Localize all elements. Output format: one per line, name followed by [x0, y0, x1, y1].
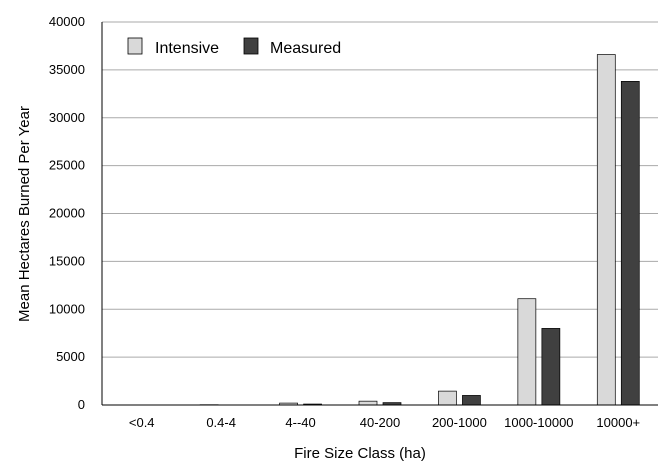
y-tick-label: 40000	[49, 14, 85, 29]
bars	[120, 54, 640, 406]
bar-intensive-6	[596, 54, 616, 406]
legend-label-intensive: Intensive	[155, 40, 219, 57]
bar-intensive-4	[438, 390, 457, 406]
y-tick-label: 30000	[49, 110, 85, 125]
bar-measured-5	[541, 328, 561, 406]
x-tick-label: 40-200	[360, 415, 400, 430]
legend: Intensive Measured	[127, 37, 341, 57]
x-tick-label: <0.4	[129, 415, 155, 430]
x-tick-labels: <0.4 0.4-4 4--40 40-200 200-1000 1000-10000 10…	[129, 415, 640, 430]
y-tick-labels: 0 5000 10000 15000 20000 25000 30000 35000 40000	[49, 14, 85, 412]
y-tick-label: 0	[78, 397, 85, 412]
y-tick-label: 15000	[49, 253, 85, 268]
y-axis-title: Mean Hectares Burned Per Year	[16, 106, 33, 322]
x-tick-label: 1000-10000	[504, 415, 573, 430]
x-tick-label: 200-1000	[432, 415, 487, 430]
bar-intensive-3	[358, 400, 378, 406]
x-tick-label: 0.4-4	[206, 415, 236, 430]
y-tick-label: 10000	[49, 301, 85, 316]
gridlines	[102, 21, 658, 358]
bar-measured-6	[620, 81, 640, 406]
legend-label-measured: Measured	[270, 40, 341, 57]
bar-measured-4	[462, 395, 481, 406]
bar-intensive-5	[517, 298, 537, 406]
x-tick-label: 4--40	[285, 415, 315, 430]
legend-swatch-measured	[243, 37, 259, 55]
y-tick-label: 5000	[56, 349, 85, 364]
y-tick-label: 35000	[49, 62, 85, 77]
x-tick-label: 10000+	[596, 415, 640, 430]
legend-swatch-intensive	[127, 37, 143, 55]
y-tick-label: 20000	[49, 206, 85, 221]
x-axis-title: Fire Size Class (ha)	[294, 445, 426, 462]
y-tick-label: 25000	[49, 158, 85, 173]
